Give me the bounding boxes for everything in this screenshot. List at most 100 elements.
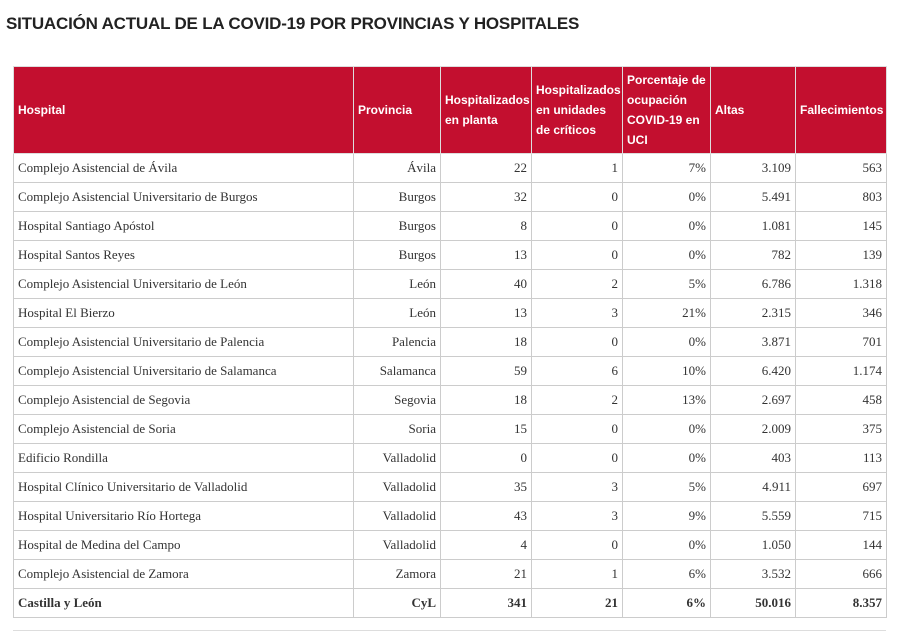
total-cell: Castilla y León (13, 588, 354, 618)
table-cell: Valladolid (353, 501, 441, 531)
table-cell: 144 (795, 530, 887, 560)
table-cell: Burgos (353, 182, 441, 212)
table-cell: 2.697 (710, 385, 796, 415)
table-cell: Segovia (353, 385, 441, 415)
header-row: Hospital Provincia Hospitalizados en plant… (13, 66, 887, 154)
table-cell: 5% (622, 472, 711, 502)
table-cell: 2.315 (710, 298, 796, 328)
table-row: Complejo Asistencial de Zamora Zamora 21 1 6… (13, 559, 887, 589)
table-cell: 18 (440, 385, 532, 415)
table-cell: 3.871 (710, 327, 796, 357)
table-cell: 13 (440, 240, 532, 270)
table-cell: 715 (795, 501, 887, 531)
table-cell: 0% (622, 240, 711, 270)
table-cell: 1.050 (710, 530, 796, 560)
table-cell: 0% (622, 414, 711, 444)
table-cell: 0 (531, 182, 623, 212)
table-cell: León (353, 269, 441, 299)
table-cell: 2 (531, 269, 623, 299)
table-cell: 0% (622, 443, 711, 473)
table-cell: 113 (795, 443, 887, 473)
table-row: Complejo Asistencial de Soria Soria 15 0 0% 2… (13, 414, 887, 444)
table-cell: 0 (531, 443, 623, 473)
table-cell: 3 (531, 298, 623, 328)
table-cell: 8 (440, 211, 532, 241)
table-row: Complejo Asistencial Universitario de Le… (13, 269, 887, 299)
total-cell: CyL (353, 588, 441, 618)
table-cell: 32 (440, 182, 532, 212)
table-cell: Complejo Asistencial de Segovia (13, 385, 354, 415)
table-cell: 0% (622, 530, 711, 560)
column-header: Fallecimientos (795, 66, 887, 154)
table-cell: 3.109 (710, 153, 796, 183)
table-row: Complejo Asistencial Universitario de Bu… (13, 182, 887, 212)
table-cell: Ávila (353, 153, 441, 183)
table-cell: 10% (622, 356, 711, 386)
table-cell: 4 (440, 530, 532, 560)
table-cell: 666 (795, 559, 887, 589)
table-cell: 697 (795, 472, 887, 502)
table-cell: 15 (440, 414, 532, 444)
table-cell: 6% (622, 559, 711, 589)
table-row: Edificio Rondilla Valladolid 0 0 0% 403 113 (13, 443, 887, 473)
column-header: Hospital (13, 66, 354, 154)
table-cell: Complejo Asistencial Universitario de Bu… (13, 182, 354, 212)
table-row: Complejo Asistencial de Ávila Ávila 22 1 7% 3… (13, 153, 887, 183)
table-cell: Complejo Asistencial Universitario de Pa… (13, 327, 354, 357)
table-row: Hospital Santiago Apóstol Burgos 8 0 0% 1.081… (13, 211, 887, 241)
total-cell: 21 (531, 588, 623, 618)
table-cell: Edificio Rondilla (13, 443, 354, 473)
table-cell: 1 (531, 153, 623, 183)
table-cell: 6 (531, 356, 623, 386)
table-cell: 40 (440, 269, 532, 299)
table-cell: 6.786 (710, 269, 796, 299)
table-cell: Valladolid (353, 443, 441, 473)
divider (13, 630, 886, 631)
table-cell: 0 (531, 530, 623, 560)
table-cell: 21% (622, 298, 711, 328)
table-cell: 458 (795, 385, 887, 415)
table-cell: Zamora (353, 559, 441, 589)
table-cell: 7% (622, 153, 711, 183)
table-cell: Hospital Clínico Universitario de Vallad… (13, 472, 354, 502)
column-header: Porcentaje de ocupación COVID-19 en UCI (622, 66, 711, 154)
table-cell: Salamanca (353, 356, 441, 386)
table-cell: 0% (622, 327, 711, 357)
table-cell: 0 (531, 327, 623, 357)
total-cell: 8.357 (795, 588, 887, 618)
table-cell: Hospital Santos Reyes (13, 240, 354, 270)
table-cell: Valladolid (353, 472, 441, 502)
table-cell: Hospital Santiago Apóstol (13, 211, 354, 241)
table-row: Hospital Universitario Río Hortega Vallad… (13, 501, 887, 531)
table-cell: 35 (440, 472, 532, 502)
table-cell: 1.081 (710, 211, 796, 241)
total-cell: 341 (440, 588, 532, 618)
table-cell: 21 (440, 559, 532, 589)
table-cell: 782 (710, 240, 796, 270)
column-header: Altas (710, 66, 796, 154)
table-cell: Soria (353, 414, 441, 444)
table-cell: 3.532 (710, 559, 796, 589)
table-cell: 346 (795, 298, 887, 328)
table-cell: 0 (531, 414, 623, 444)
total-row: Castilla y León CyL 341 21 6% 50.016 8.357 (13, 588, 887, 618)
table-cell: Hospital El Bierzo (13, 298, 354, 328)
table-cell: 701 (795, 327, 887, 357)
table-cell: 3 (531, 501, 623, 531)
table-cell: 3 (531, 472, 623, 502)
data-table: Hospital Provincia Hospitalizados en plant… (13, 66, 887, 618)
table-cell: 0 (531, 211, 623, 241)
table-cell: 803 (795, 182, 887, 212)
table-cell: León (353, 298, 441, 328)
table-cell: 0% (622, 182, 711, 212)
table-cell: 9% (622, 501, 711, 531)
table-row: Complejo Asistencial de Segovia Segovia 18… (13, 385, 887, 415)
page-title: SITUACIÓN ACTUAL DE LA COVID-19 POR PROV… (6, 14, 580, 33)
table-cell: 0 (531, 240, 623, 270)
table-cell: 139 (795, 240, 887, 270)
table-cell: 375 (795, 414, 887, 444)
table-cell: Hospital de Medina del Campo (13, 530, 354, 560)
table-cell: 5.491 (710, 182, 796, 212)
table-cell: 13% (622, 385, 711, 415)
